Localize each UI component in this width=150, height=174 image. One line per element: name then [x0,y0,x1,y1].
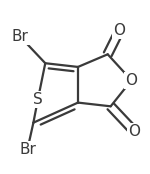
Text: Br: Br [11,29,30,44]
Text: O: O [128,124,140,139]
Text: O: O [114,23,126,38]
Text: O: O [128,124,141,139]
Text: O: O [125,73,137,88]
Text: Br: Br [19,142,36,157]
Text: S: S [33,92,43,107]
Text: S: S [32,92,43,107]
Text: Br: Br [12,29,28,44]
Text: O: O [113,23,126,38]
Text: O: O [125,73,138,88]
Text: Br: Br [18,142,37,157]
